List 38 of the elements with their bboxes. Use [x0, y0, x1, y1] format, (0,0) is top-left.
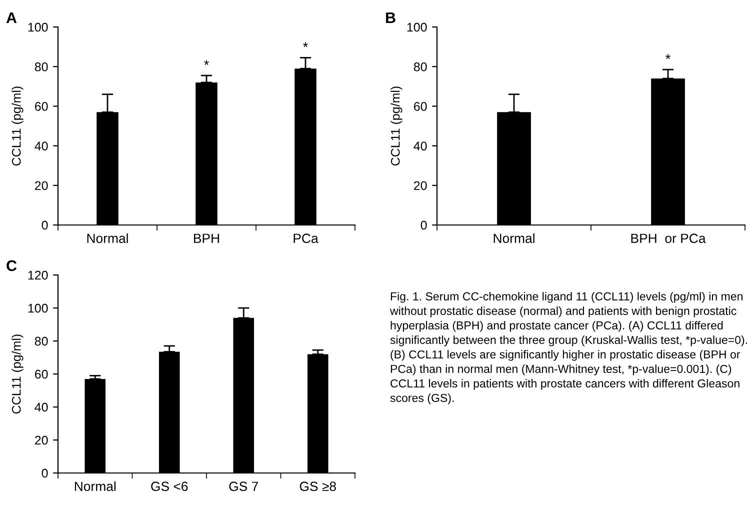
y-tick-label: 80	[34, 336, 48, 346]
y-tick-label: 100	[28, 22, 48, 32]
y-tick-label: 100	[407, 22, 427, 32]
chart-title: C	[6, 260, 17, 272]
caption: Fig. 1. Serum CC-chemokine ligand 11 (CCL11) levels (pg/ml) in men without prostatic disease (normal) and patients with benign prostatic hyperplasia (BPH) and prostate cancer (PCa). (A) CCL11 differed significantly between the three group (Kruskal-Wallis test, *p-value=0). (B) CCL11 levels are significantly higher in prostatic disease (BPH or PCa) than in normal men (Mann-Whitney test, *p-value=0.001). (C) CCL11 levels in patients with prostate cancers with different Gleason scores (GS).	[390, 292, 748, 404]
y-tick-label: 100	[28, 304, 48, 313]
x-tick-label: GS ≥8	[300, 482, 336, 492]
x-tick-label: Normal	[494, 233, 534, 244]
annotation: *	[666, 54, 670, 60]
y-tick-label: 20	[414, 181, 427, 190]
x-tick-label: BPH or PCa	[631, 234, 706, 244]
chart-title: B	[386, 12, 396, 23]
y-tick-label: 0	[420, 220, 427, 230]
y-tick-label: 0	[42, 468, 48, 478]
y-tick-label: 60	[414, 102, 427, 111]
y-tick-label: 80	[414, 62, 427, 72]
x-tick-label: Normal	[87, 233, 128, 244]
x-tick-label: GS <6	[151, 482, 188, 492]
y-axis-title: CCL11 (pg/ml)	[12, 334, 24, 414]
y-axis-title: CCL11 (pg/ml)	[390, 86, 402, 166]
annotation: *	[303, 42, 308, 48]
y-tick-label: 60	[35, 370, 48, 379]
y-tick-label: 40	[34, 402, 48, 412]
y-tick-label: 120	[28, 270, 48, 280]
y-tick-label: 20	[35, 181, 48, 190]
y-tick-label: 80	[34, 62, 48, 72]
x-tick-label: BPH	[194, 234, 219, 243]
y-tick-label: 20	[35, 436, 48, 445]
x-tick-label: PCa	[294, 234, 318, 244]
y-tick-label: 60	[35, 102, 48, 111]
chart-title: A	[6, 12, 17, 23]
annotation: *	[204, 60, 209, 65]
y-tick-label: 40	[34, 142, 48, 150]
y-tick-label: 0	[42, 220, 48, 230]
y-tick-label: 40	[414, 142, 427, 150]
x-tick-label: GS 7	[229, 482, 258, 492]
y-axis-title: CCL11 (pg/ml)	[12, 86, 24, 166]
x-tick-label: Normal	[74, 481, 116, 492]
